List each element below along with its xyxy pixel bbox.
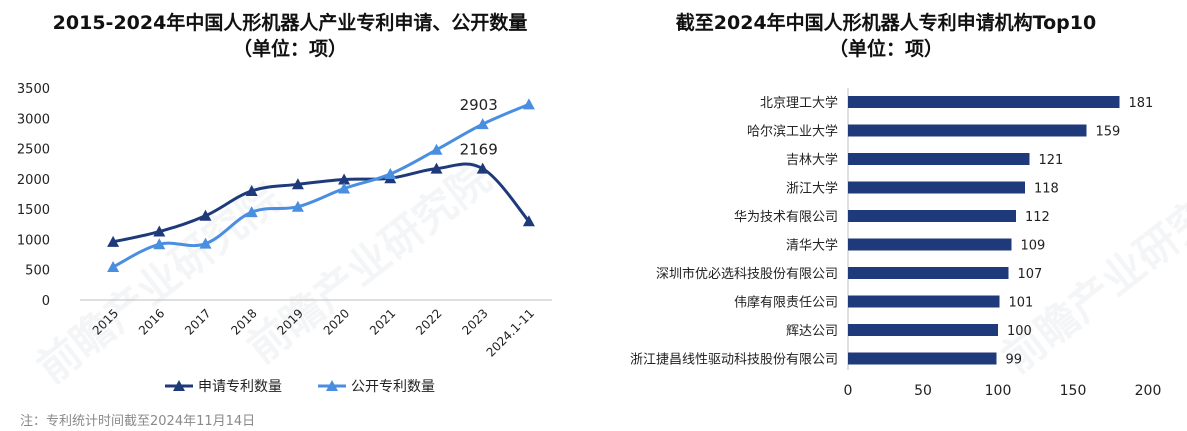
y-tick-label: 3500 — [17, 82, 50, 97]
x-tick-label: 2023 — [459, 306, 490, 337]
data-label: 159 — [1096, 125, 1121, 140]
bar — [848, 124, 1087, 137]
data-label: 2169 — [460, 141, 498, 159]
bar — [848, 181, 1025, 194]
bar — [848, 96, 1120, 108]
data-point-marker — [430, 162, 443, 174]
y-tick-label: 500 — [25, 264, 50, 279]
data-point-marker — [338, 182, 351, 194]
category-label: 北京理工大学 — [760, 95, 838, 111]
category-label: 华为技术有限公司 — [734, 210, 838, 225]
data-label: 101 — [1009, 296, 1034, 311]
bar — [848, 210, 1016, 222]
bar-chart-panel: 前瞻产业研究院 截至2024年中国人形机器人专利申请机构Top10 （单位：项）… — [585, 0, 1187, 431]
footnote: 注：专利统计时间截至2024年11月14日 — [20, 414, 256, 429]
y-tick-label: 1500 — [17, 203, 50, 218]
data-point-marker — [476, 118, 489, 130]
data-point-marker — [291, 200, 304, 212]
x-tick-label: 2017 — [182, 306, 213, 337]
series-line-2 — [112, 102, 530, 269]
x-tick-label: 2022 — [413, 306, 444, 337]
data-label: 2903 — [460, 96, 498, 114]
bar — [848, 324, 998, 336]
line-chart-title: 2015-2024年中国人形机器人产业专利申请、公开数量 （单位：项） — [0, 10, 580, 62]
x-tick-label: 100 — [985, 383, 1012, 399]
data-label: 99 — [1006, 353, 1023, 368]
y-tick-label: 0 — [42, 294, 50, 309]
data-point-marker — [291, 178, 304, 190]
series-line-1 — [112, 162, 531, 244]
line-chart-title-line1: 2015-2024年中国人形机器人产业专利申请、公开数量 — [52, 12, 528, 34]
category-label: 辉达公司 — [786, 324, 838, 339]
x-tick-label: 2019 — [275, 306, 306, 337]
data-label: 112 — [1025, 210, 1050, 225]
bar-chart-title: 截至2024年中国人形机器人专利申请机构Top10 （单位：项） — [585, 10, 1187, 62]
bar — [848, 352, 997, 365]
bar-chart-title-line2: （单位：项） — [828, 38, 943, 60]
data-point-marker — [430, 143, 443, 155]
data-point-marker — [384, 168, 397, 180]
bar — [848, 238, 1012, 251]
x-tick-label: 2016 — [136, 306, 167, 337]
data-label: 109 — [1021, 239, 1046, 254]
bar — [848, 267, 1009, 279]
data-point-marker — [245, 206, 258, 218]
data-point-marker — [522, 98, 535, 110]
x-tick-label: 2015 — [90, 306, 121, 337]
data-point-marker — [476, 162, 489, 174]
x-tick-label: 2024.1-11 — [484, 306, 537, 359]
legend-label: 申请专利数量 — [198, 379, 282, 395]
data-point-marker — [338, 173, 351, 185]
category-label: 哈尔滨工业大学 — [747, 124, 838, 140]
data-point-marker — [107, 235, 120, 247]
data-point-marker — [153, 225, 166, 237]
category-label: 伟摩有限责任公司 — [734, 295, 838, 311]
line-chart-panel: 前瞻产业研究院 前瞻产业研究院 2015-2024年中国人形机器人产业专利申请、… — [0, 0, 580, 431]
y-tick-label: 3000 — [17, 112, 50, 127]
data-point-marker — [107, 260, 120, 272]
x-tick-label: 0 — [844, 383, 853, 399]
bar-chart: 北京理工大学 181 哈尔滨工业大学 159 吉林大学 121 浙江大学 118 华为技术有限公… — [630, 88, 1162, 399]
data-label: 118 — [1034, 182, 1059, 197]
data-point-marker — [199, 237, 212, 249]
data-label: 121 — [1039, 153, 1064, 168]
data-label: 107 — [1018, 267, 1043, 282]
bar — [848, 295, 1000, 308]
data-label: 100 — [1007, 324, 1032, 339]
data-point-marker — [199, 209, 212, 221]
data-point-marker — [522, 215, 535, 227]
y-tick-label: 2500 — [17, 143, 50, 158]
y-tick-label: 2000 — [17, 173, 50, 188]
category-label: 浙江捷昌线性驱动科技股份有限公司 — [630, 353, 838, 368]
data-label: 181 — [1129, 96, 1154, 111]
legend-marker — [173, 380, 185, 391]
bar-chart-title-line1: 截至2024年中国人形机器人专利申请机构Top10 — [675, 12, 1097, 34]
data-point-marker — [153, 238, 166, 250]
x-tick-label: 2021 — [367, 306, 398, 337]
data-point-marker — [245, 184, 258, 196]
category-label: 浙江大学 — [786, 181, 838, 197]
legend-label: 公开专利数量 — [351, 379, 435, 395]
category-label: 吉林大学 — [786, 152, 838, 168]
category-label: 清华大学 — [786, 238, 838, 254]
line-chart: 0 500 1000 1500 2000 2500 3000 3500 2015 2016 2017… — [17, 82, 552, 395]
bar — [848, 153, 1030, 165]
category-label: 深圳市优必选科技股份有限公司 — [656, 266, 838, 282]
x-tick-label: 2020 — [321, 306, 352, 337]
y-tick-label: 1000 — [17, 233, 50, 248]
x-tick-label: 150 — [1060, 383, 1087, 399]
line-chart-title-line2: （单位：项） — [232, 38, 347, 60]
x-tick-label: 2018 — [228, 306, 259, 337]
x-tick-label: 50 — [914, 383, 932, 399]
x-tick-label: 200 — [1135, 383, 1162, 399]
legend-marker — [326, 380, 338, 391]
